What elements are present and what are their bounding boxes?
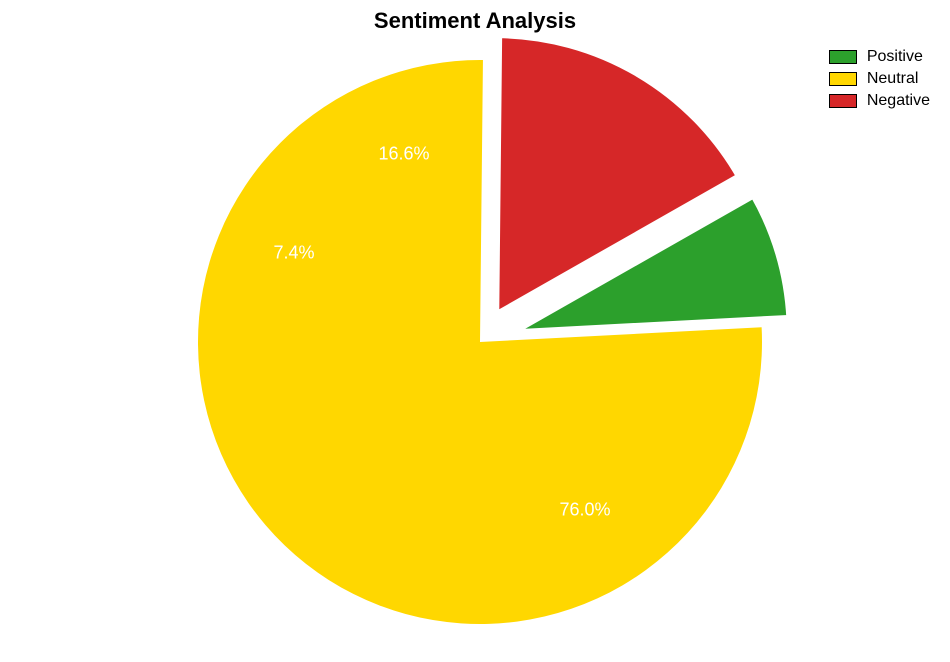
legend-label-negative: Negative bbox=[867, 92, 930, 110]
legend-swatch-negative bbox=[829, 94, 857, 108]
legend-label-positive: Positive bbox=[867, 48, 923, 66]
slice-label-positive: 7.4% bbox=[273, 243, 314, 264]
legend-item-positive: Positive bbox=[829, 48, 930, 66]
legend-item-neutral: Neutral bbox=[829, 70, 930, 88]
legend-swatch-positive bbox=[829, 50, 857, 64]
pie-chart-container: Sentiment Analysis 76.0% 16.6% 7.4% Posi… bbox=[0, 0, 950, 662]
legend-swatch-neutral bbox=[829, 72, 857, 86]
legend-label-neutral: Neutral bbox=[867, 70, 919, 88]
slice-label-negative: 16.6% bbox=[378, 144, 429, 165]
legend: Positive Neutral Negative bbox=[829, 48, 930, 114]
legend-item-negative: Negative bbox=[829, 92, 930, 110]
pie-chart-svg bbox=[0, 0, 950, 662]
slice-label-neutral: 76.0% bbox=[559, 500, 610, 521]
